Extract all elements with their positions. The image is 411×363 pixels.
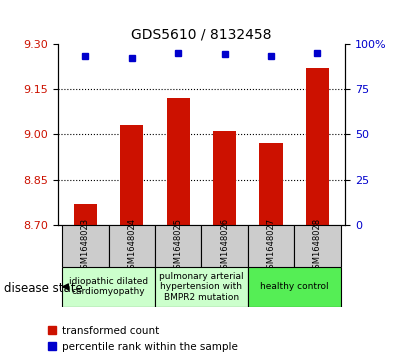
Bar	[166, 98, 190, 225]
Bar	[74, 204, 97, 225]
Bar	[155, 267, 248, 307]
Text: disease state: disease state	[4, 282, 83, 295]
Text: idiopathic dilated
cardiomyopathy: idiopathic dilated cardiomyopathy	[69, 277, 148, 297]
Text: GSM1648024: GSM1648024	[127, 218, 136, 274]
Text: GSM1648025: GSM1648025	[174, 218, 182, 274]
Bar	[155, 225, 201, 267]
Text: GSM1648028: GSM1648028	[313, 218, 322, 274]
Legend: transformed count, percentile rank within the sample: transformed count, percentile rank withi…	[42, 322, 242, 356]
Text: GSM1648026: GSM1648026	[220, 218, 229, 274]
Bar	[62, 225, 109, 267]
Bar	[201, 225, 248, 267]
Text: GSM1648023: GSM1648023	[81, 218, 90, 274]
Bar	[120, 125, 143, 225]
Bar	[62, 267, 155, 307]
Bar	[248, 267, 341, 307]
Bar	[109, 225, 155, 267]
Bar	[294, 225, 341, 267]
Bar	[213, 131, 236, 225]
Text: pulmonary arterial
hypertension with
BMPR2 mutation: pulmonary arterial hypertension with BMP…	[159, 272, 244, 302]
Bar	[259, 143, 283, 225]
Bar	[306, 68, 329, 225]
Title: GDS5610 / 8132458: GDS5610 / 8132458	[131, 27, 272, 41]
Text: GSM1648027: GSM1648027	[266, 218, 275, 274]
Text: healthy control: healthy control	[260, 282, 328, 291]
Bar	[248, 225, 294, 267]
